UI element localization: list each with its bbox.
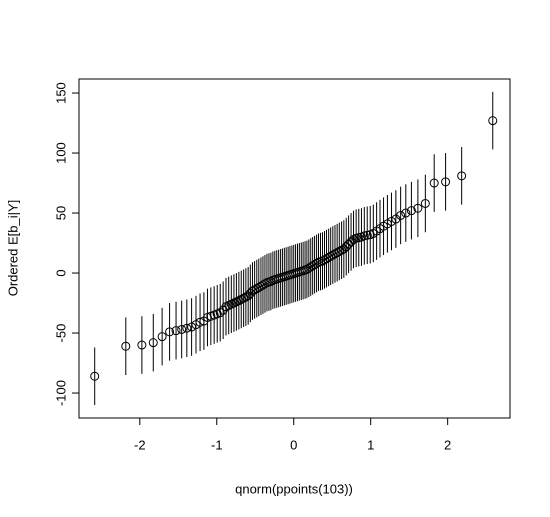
- point: [137, 340, 147, 350]
- y-tick-label: -100: [53, 380, 68, 406]
- point: [362, 230, 372, 240]
- point: [234, 296, 244, 306]
- x-tick-label: 2: [444, 437, 451, 452]
- x-tick-label: -2: [134, 437, 146, 452]
- point: [334, 246, 344, 256]
- y-tick-label: 100: [53, 142, 68, 164]
- point: [339, 244, 349, 254]
- point: [457, 171, 467, 181]
- plot-frame: [78, 78, 511, 419]
- point: [413, 203, 423, 213]
- point: [406, 206, 416, 216]
- point: [215, 308, 225, 318]
- point: [236, 294, 246, 304]
- point: [239, 293, 249, 303]
- y-axis-label: Ordered E[b_i|Y]: [5, 200, 20, 297]
- point: [396, 210, 406, 220]
- x-tick-label: 1: [367, 437, 374, 452]
- point: [165, 327, 175, 337]
- point: [90, 371, 100, 381]
- point: [177, 324, 187, 334]
- point: [182, 323, 192, 333]
- point: [420, 198, 430, 208]
- point: [344, 239, 354, 249]
- y-tick-label: 0: [53, 269, 68, 276]
- point: [441, 177, 451, 187]
- x-tick-label: -1: [211, 437, 223, 452]
- point: [488, 116, 498, 126]
- y-tick-label: -50: [53, 324, 68, 343]
- x-tick-label: 0: [290, 437, 297, 452]
- point: [401, 208, 411, 218]
- point: [171, 326, 181, 336]
- x-axis-label: qnorm(ppoints(103)): [235, 481, 353, 496]
- point: [121, 341, 131, 351]
- point: [157, 332, 167, 342]
- point: [429, 178, 439, 188]
- y-tick-label: 50: [53, 206, 68, 220]
- point: [148, 338, 158, 348]
- y-tick-label: 150: [53, 82, 68, 104]
- point: [341, 242, 351, 252]
